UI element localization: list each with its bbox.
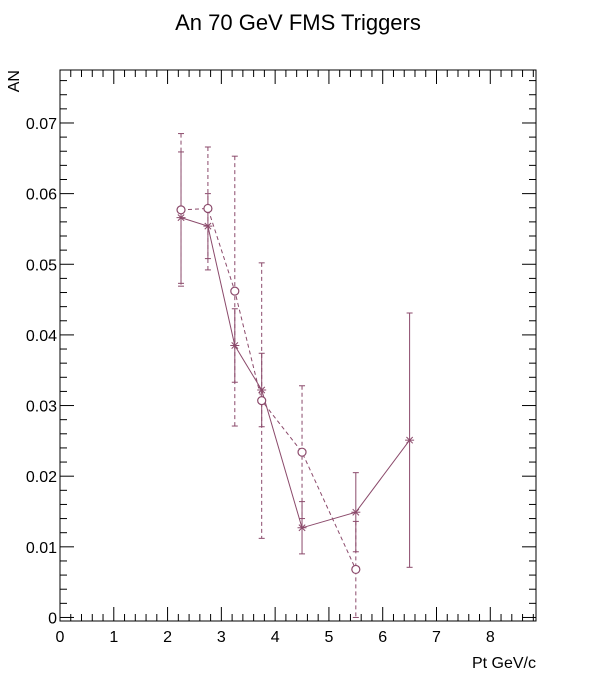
- plot-frame: [59, 69, 537, 622]
- x-tick-label: 0: [56, 629, 65, 646]
- data-point-star: [405, 436, 415, 444]
- data-point-circle: [203, 203, 213, 214]
- star-stroke: [298, 524, 306, 532]
- data-point-circle: [297, 447, 307, 457]
- y-tick-label: 0.07: [26, 116, 57, 133]
- x-tick-label: 8: [486, 629, 495, 646]
- y-tick-label: 0.04: [26, 328, 57, 345]
- x-tick-label: 5: [324, 629, 333, 646]
- y-axis-label: AN: [6, 70, 23, 92]
- star-stroke: [352, 508, 360, 516]
- x-tick-label: 1: [109, 629, 118, 646]
- series-line: [180, 207, 357, 570]
- data-point-circle: [257, 396, 267, 406]
- x-tick-label: 7: [432, 629, 441, 646]
- data-series: [176, 133, 415, 618]
- x-tick-label: 4: [271, 629, 280, 646]
- data-point-star: [351, 508, 361, 516]
- x-tick-label: 6: [378, 629, 387, 646]
- chart-title: An 70 GeV FMS Triggers: [175, 10, 421, 35]
- x-tick-label: 2: [163, 629, 172, 646]
- series-2: [176, 133, 361, 618]
- axis-ticks: 0 1 2 3 4 5 6 7 8 0 0.01 0.02 0.03 0.04 0.05 0.06 0.07: [26, 70, 536, 646]
- y-tick-label: 0.06: [26, 187, 57, 204]
- data-point-circle: [176, 205, 186, 215]
- y-tick-label: 0.03: [26, 399, 57, 416]
- data-point-circle: [351, 564, 361, 575]
- data-point-circle: [230, 286, 240, 296]
- data-point-star: [297, 524, 307, 532]
- x-tick-label: 3: [217, 629, 226, 646]
- y-tick-label: 0.01: [26, 540, 57, 557]
- y-tick-label: 0: [48, 610, 57, 627]
- x-axis-label: Pt GeV/c: [472, 655, 536, 672]
- star-stroke: [406, 436, 414, 444]
- series-line: [180, 217, 411, 529]
- y-tick-label: 0.02: [26, 469, 57, 486]
- series-1: [176, 151, 415, 568]
- y-tick-label: 0.05: [26, 257, 57, 274]
